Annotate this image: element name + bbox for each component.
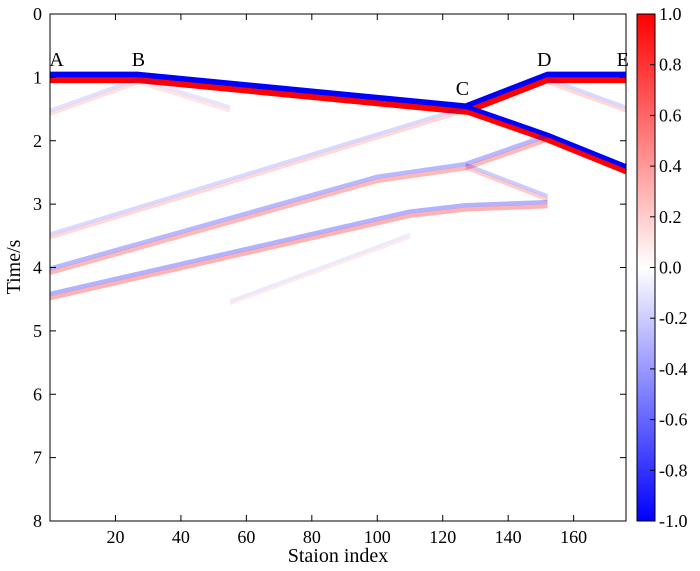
event-peak [49, 109, 467, 240]
event-mult-2 [49, 133, 549, 275]
event-peak [49, 80, 140, 116]
event-peak [546, 80, 627, 113]
y-tick-label: 6 [33, 384, 42, 404]
point-label-e: E [617, 49, 629, 71]
y-tick-label: 1 [33, 67, 42, 87]
event-mult-1 [49, 105, 467, 240]
colorbar-tick-label: -0.4 [659, 359, 688, 379]
event-diffraction-left [49, 77, 140, 116]
event-peak [49, 137, 549, 275]
point-label-d: D [537, 49, 551, 71]
colorbar-ticks: 1.0 0.8 0.6 0.4 0.2 0.0 -0.2 -0.4 -0.6 -0.8 -1.0 [650, 4, 688, 531]
colorbar-tick-label: -0.2 [659, 308, 688, 328]
point-labels: A B C D E [49, 49, 629, 100]
x-axis: 20 40 60 80 100 120 140 160 [106, 14, 587, 547]
colorbar-tick-label: -0.6 [659, 410, 688, 430]
event-trough [464, 162, 549, 198]
x-tick-label: 140 [495, 527, 522, 547]
y-tick-label: 7 [33, 448, 42, 468]
colorbar-tick-label: 0.4 [659, 156, 682, 176]
y-axis: 0 1 2 3 4 5 6 7 8 [33, 4, 626, 531]
event-mult-6 [229, 233, 411, 306]
point-label-a: A [49, 49, 64, 71]
x-axis-title: Staion index [288, 545, 389, 567]
x-tick-label: 40 [172, 527, 190, 547]
event-mult-4 [464, 162, 549, 202]
event-trough [229, 233, 411, 303]
event-mult-3 [49, 199, 548, 301]
x-tick-label: 80 [303, 527, 321, 547]
event-trough [49, 199, 548, 297]
colorbar-tick-label: 0.8 [659, 55, 682, 75]
event-peak [229, 235, 411, 306]
x-tick-label: 60 [237, 527, 255, 547]
colorbar-tick-label: 0.6 [659, 105, 682, 125]
event-peak [137, 80, 231, 113]
point-label-c: C [456, 78, 469, 100]
event-peak [49, 204, 548, 301]
heatmap-area [49, 71, 627, 306]
y-tick-label: 3 [33, 194, 42, 214]
point-label-b: B [132, 49, 145, 71]
event-trough [137, 77, 231, 110]
event-diffraction-right [137, 77, 231, 113]
colorbar-tick-label: -1.0 [659, 511, 688, 531]
plot-frame [49, 13, 627, 522]
y-tick-label: 0 [33, 4, 42, 24]
colorbar-tick-label: -0.8 [659, 460, 688, 480]
event-trough [50, 71, 626, 110]
event-trough [49, 77, 140, 113]
colorbar-tick-label: 0.2 [659, 207, 682, 227]
y-axis-title: Time/s [3, 239, 25, 294]
x-tick-label: 160 [560, 527, 587, 547]
colorbar-tick-label: 1.0 [659, 4, 682, 24]
event-trough [49, 105, 467, 236]
event-peak [464, 166, 549, 202]
event-branch [464, 104, 627, 175]
x-tick-label: 20 [106, 527, 124, 547]
event-peak [464, 109, 627, 175]
event-mult-5 [546, 77, 627, 113]
y-tick-label: 5 [33, 321, 42, 341]
x-tick-label: 100 [364, 527, 391, 547]
event-trough [49, 133, 549, 271]
y-tick-label: 4 [33, 258, 42, 278]
y-tick-label: 2 [33, 131, 42, 151]
x-tick-label: 120 [429, 527, 456, 547]
event-trough [546, 77, 627, 110]
colorbar-tick-label: 0.0 [659, 258, 682, 278]
y-tick-label: 8 [33, 511, 42, 531]
event-trough [464, 104, 627, 170]
